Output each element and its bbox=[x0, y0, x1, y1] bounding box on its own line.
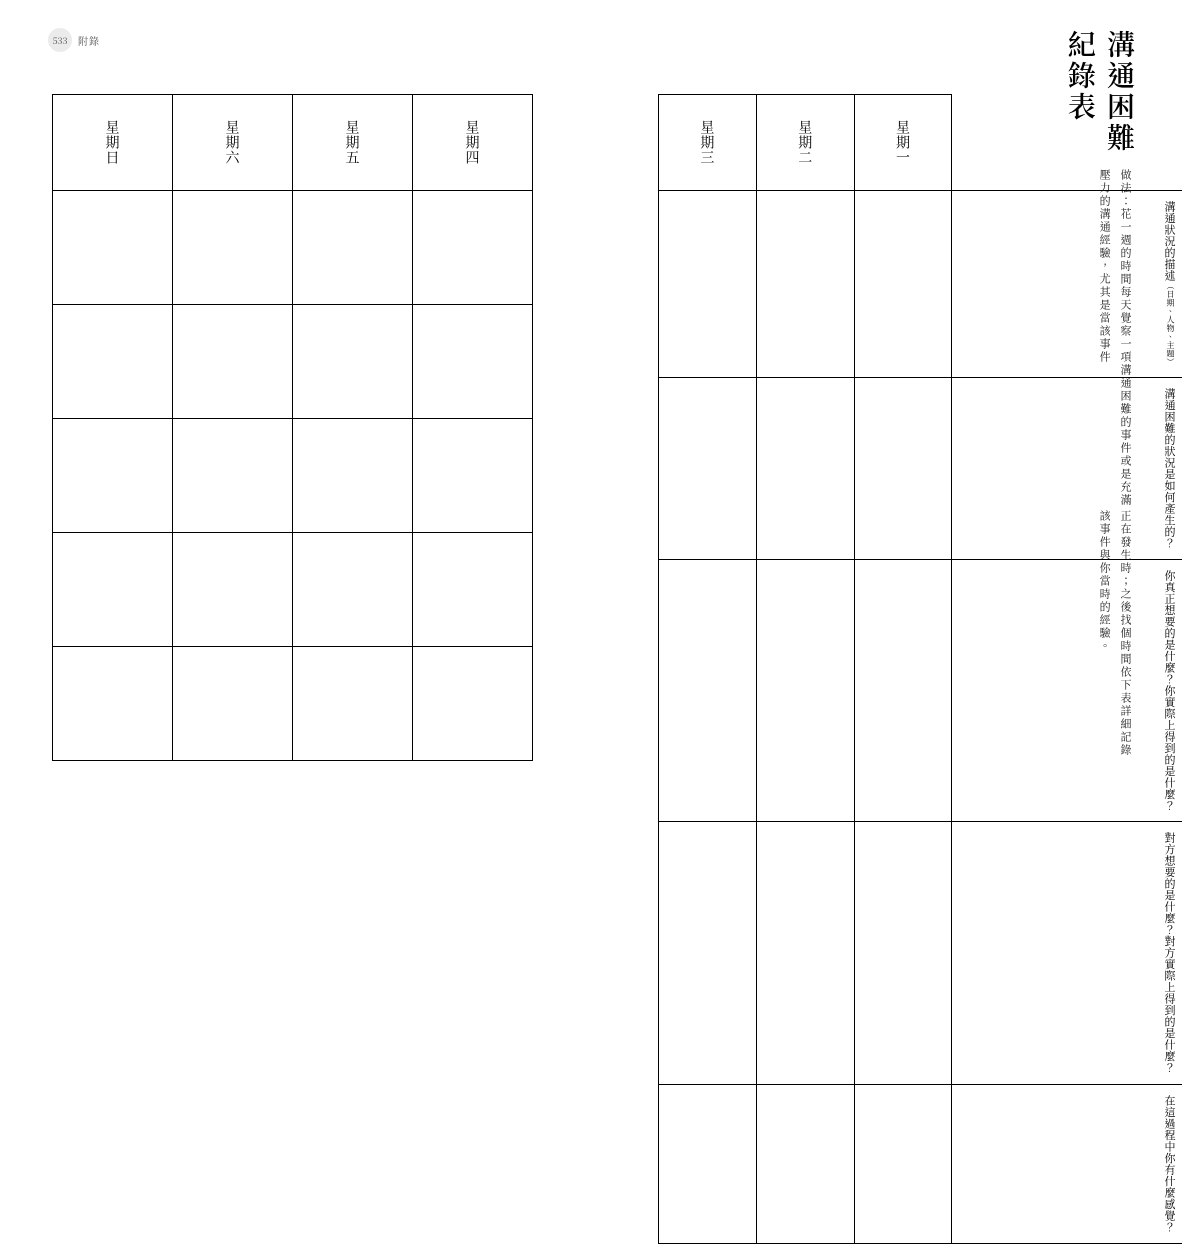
row-label-4: 對方想要的是什麼？對方實際上得到的是什麼？ bbox=[952, 822, 1182, 1085]
cell bbox=[413, 647, 533, 761]
row-label-note: （日期、人物、主題） bbox=[1165, 282, 1176, 367]
row-label-2: 溝通困難的狀況是如何產生的？ bbox=[952, 377, 1182, 559]
cell bbox=[413, 533, 533, 647]
row-label-main: 在這過程中你有什麼感覺？ bbox=[1162, 1095, 1178, 1233]
cell bbox=[293, 419, 413, 533]
cell bbox=[413, 419, 533, 533]
page-number: 533 bbox=[53, 34, 68, 47]
cell bbox=[854, 191, 952, 378]
cell bbox=[53, 419, 173, 533]
cell bbox=[293, 191, 413, 305]
table-header-row: 星期三 星期二 星期一 bbox=[659, 95, 1182, 191]
table-row bbox=[53, 419, 533, 533]
cell bbox=[756, 559, 854, 822]
cell bbox=[173, 191, 293, 305]
table-row: 你真正想要的是什麼？你實際上得到的是什麼？ bbox=[659, 559, 1182, 822]
cell bbox=[53, 191, 173, 305]
day-header-mon: 星期一 bbox=[854, 95, 952, 191]
cell bbox=[53, 647, 173, 761]
row-label-main: 溝通困難的狀況是如何產生的？ bbox=[1162, 388, 1178, 549]
table-row bbox=[53, 533, 533, 647]
table-row bbox=[53, 305, 533, 419]
table-row: 溝通狀況的描述（日期、人物、主題） bbox=[659, 191, 1182, 378]
cell bbox=[854, 559, 952, 822]
day-header-wed: 星期三 bbox=[659, 95, 757, 191]
cell bbox=[756, 191, 854, 378]
cell bbox=[173, 305, 293, 419]
cell bbox=[293, 533, 413, 647]
row-label-main: 你真正想要的是什麼？你實際上得到的是什麼？ bbox=[1162, 570, 1178, 812]
page-section-label: 附錄 bbox=[78, 33, 100, 48]
worksheet-table-left: 星期日 星期六 星期五 星期四 bbox=[52, 94, 533, 761]
row-label-main: 對方想要的是什麼？對方實際上得到的是什麼？ bbox=[1162, 832, 1178, 1074]
table-row bbox=[53, 191, 533, 305]
cell bbox=[293, 647, 413, 761]
table-row: 在這過程中你有什麼感覺？ bbox=[659, 1084, 1182, 1243]
page-number-badge: 533 bbox=[48, 28, 72, 52]
cell bbox=[659, 1084, 757, 1243]
cell bbox=[413, 191, 533, 305]
cell bbox=[756, 377, 854, 559]
cell bbox=[756, 822, 854, 1085]
cell bbox=[53, 305, 173, 419]
cell bbox=[293, 305, 413, 419]
cell bbox=[173, 419, 293, 533]
page-header: 533 附錄 bbox=[48, 28, 100, 52]
worksheet-table-right: 星期三 星期二 星期一 溝通狀況的描述（日期、人物、主題） 溝通困難的狀況是如何… bbox=[658, 94, 1182, 1244]
cell bbox=[659, 559, 757, 822]
cell bbox=[53, 533, 173, 647]
day-header-tue: 星期二 bbox=[756, 95, 854, 191]
day-header-fri: 星期五 bbox=[293, 95, 413, 191]
cell bbox=[659, 191, 757, 378]
label-header-empty bbox=[952, 95, 1182, 191]
cell bbox=[659, 822, 757, 1085]
row-label-3: 你真正想要的是什麼？你實際上得到的是什麼？ bbox=[952, 559, 1182, 822]
table-row: 溝通困難的狀況是如何產生的？ bbox=[659, 377, 1182, 559]
row-label-5: 在這過程中你有什麼感覺？ bbox=[952, 1084, 1182, 1243]
cell bbox=[173, 533, 293, 647]
cell bbox=[413, 305, 533, 419]
cell bbox=[173, 647, 293, 761]
cell bbox=[659, 377, 757, 559]
cell bbox=[854, 1084, 952, 1243]
day-header-sat: 星期六 bbox=[173, 95, 293, 191]
day-header-thu: 星期四 bbox=[413, 95, 533, 191]
table-row: 對方想要的是什麼？對方實際上得到的是什麼？ bbox=[659, 822, 1182, 1085]
row-label-main: 溝通狀況的描述 bbox=[1162, 201, 1178, 282]
row-label-1: 溝通狀況的描述（日期、人物、主題） bbox=[952, 191, 1182, 378]
day-header-sun: 星期日 bbox=[53, 95, 173, 191]
cell bbox=[854, 377, 952, 559]
cell bbox=[756, 1084, 854, 1243]
table-header-row: 星期日 星期六 星期五 星期四 bbox=[53, 95, 533, 191]
table-row bbox=[53, 647, 533, 761]
cell bbox=[854, 822, 952, 1085]
